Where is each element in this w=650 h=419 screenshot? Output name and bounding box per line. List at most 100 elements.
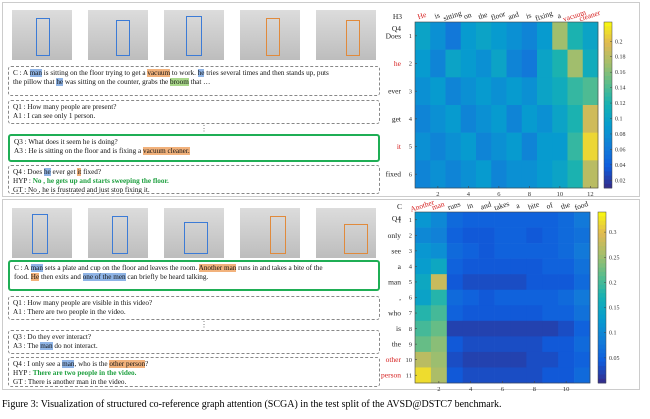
text-line: Q3 : Do they ever interact? — [13, 333, 375, 342]
heatmap-cell — [510, 289, 527, 306]
colorbar-label: 0.1 — [609, 331, 617, 337]
column-word: a — [515, 201, 522, 211]
heatmap-cell — [526, 227, 543, 244]
colorbar-strip — [598, 318, 606, 324]
colorbar-strip — [604, 80, 612, 85]
heatmap-cell — [506, 105, 523, 133]
heatmap-cell — [491, 77, 507, 106]
heatmap-cell — [567, 22, 584, 50]
heatmap-cell — [574, 243, 591, 259]
heatmap-cell — [478, 227, 495, 244]
colorbar-strip — [598, 237, 606, 243]
text-segment: A3 : The — [13, 342, 41, 351]
heatmap-cell — [476, 132, 492, 161]
heatmap-cell — [446, 258, 464, 275]
column-word: takes — [493, 199, 511, 212]
heatmap-cell — [558, 305, 575, 322]
corner-label: C — [397, 202, 402, 211]
colorbar-strip — [598, 297, 606, 303]
text-line: Q3 : What does it seem he is doing? — [14, 138, 374, 147]
text-segment: man — [29, 69, 42, 77]
text-line: A3 : He is sitting on the floor and is f… — [14, 147, 374, 156]
colorbar-strip — [604, 175, 612, 181]
heatmap-cell — [510, 320, 527, 337]
text-segment: tries several times and then stands up, … — [204, 69, 329, 77]
x-tick-label: 10 — [563, 386, 570, 393]
heatmap-cell — [478, 336, 495, 353]
y-tick-label: 10 — [406, 357, 413, 364]
heatmap-cell — [462, 227, 479, 244]
y-tick-label: 5 — [409, 144, 412, 151]
dialog-box: Q4 : I only see a man, who is the other … — [8, 357, 380, 387]
heatmap-cell — [552, 77, 568, 106]
heatmap-cell — [460, 77, 477, 106]
heatmap-cell — [558, 320, 575, 337]
heatmap-cell — [460, 22, 477, 50]
heatmap-cell — [558, 243, 575, 259]
heatmap-cell — [574, 258, 591, 275]
heatmap-cell — [446, 243, 464, 259]
heatmap-cell — [558, 227, 575, 244]
text-segment: Q3 : What does it seem he is doing? — [14, 138, 118, 146]
row-word: the — [392, 340, 402, 349]
heatmap-cell — [430, 289, 448, 306]
heatmap-cell — [415, 243, 432, 259]
heatmap-cell — [542, 274, 559, 291]
colorbar-strip — [598, 212, 606, 217]
heatmap-cell — [521, 105, 538, 133]
colorbar-label: 0.06 — [615, 147, 626, 153]
heatmap-cell — [582, 77, 599, 106]
colorbar-strip — [604, 42, 612, 48]
colorbar-strip — [604, 179, 612, 185]
y-tick-label: 6 — [409, 171, 413, 178]
column-word: man — [431, 199, 446, 212]
colorbar-strip — [604, 150, 612, 156]
heatmap-cell — [462, 336, 479, 353]
text-segment: He — [30, 273, 40, 282]
column-word: in — [466, 200, 475, 210]
heatmap-cell — [506, 132, 523, 161]
frame — [164, 10, 224, 60]
text-segment: HYP : — [13, 177, 33, 186]
frame — [316, 208, 376, 258]
colorbar-strip — [604, 100, 612, 106]
column-word: the — [477, 10, 489, 22]
heatmap-cell — [558, 351, 575, 368]
heatmap-cell — [567, 160, 584, 189]
text-segment: to work. — [170, 69, 198, 77]
heatmap-cell — [521, 22, 538, 50]
heatmap-cell — [415, 212, 432, 228]
heatmap-cell — [494, 320, 511, 337]
text-line: Q4 : Does he ever get it fixed? — [13, 168, 375, 177]
column-word: sitting — [442, 8, 463, 22]
heatmap-cell — [521, 160, 538, 189]
heatmap-cell — [494, 289, 511, 306]
row-word: I — [399, 215, 402, 224]
heatmap-cell — [537, 132, 553, 161]
row-word: other — [386, 355, 402, 364]
heatmap-cell — [494, 212, 511, 228]
y-tick-label: 6 — [409, 295, 413, 302]
x-tick-label: 2 — [437, 386, 440, 393]
colorbar-strip — [604, 96, 612, 102]
heatmap-cell — [446, 320, 464, 337]
text-segment: then exits and — [39, 273, 83, 282]
text-segment: C : A — [13, 69, 30, 77]
colorbar-strip — [604, 84, 612, 89]
colorbar-strip — [604, 183, 612, 189]
text-line: GT : No , he is frustrated and just stop… — [13, 186, 375, 193]
colorbar-strip — [604, 92, 612, 98]
text-line: C : A man sets a plate and cup on the fl… — [14, 264, 374, 273]
colorbar-strip — [604, 117, 612, 122]
y-tick-label: 1 — [409, 217, 412, 224]
heatmap-cell — [526, 367, 543, 384]
heatmap-cell — [430, 227, 448, 244]
heatmap-cell — [460, 105, 477, 133]
colorbar-strip — [598, 335, 606, 341]
text-line: C : A man is sitting on the floor trying… — [13, 69, 375, 78]
column-word: food — [573, 199, 589, 212]
heatmap-cell — [582, 22, 599, 50]
heatmap-cell — [462, 305, 479, 322]
text-segment: A1 : There are two people in the video. — [13, 308, 126, 317]
